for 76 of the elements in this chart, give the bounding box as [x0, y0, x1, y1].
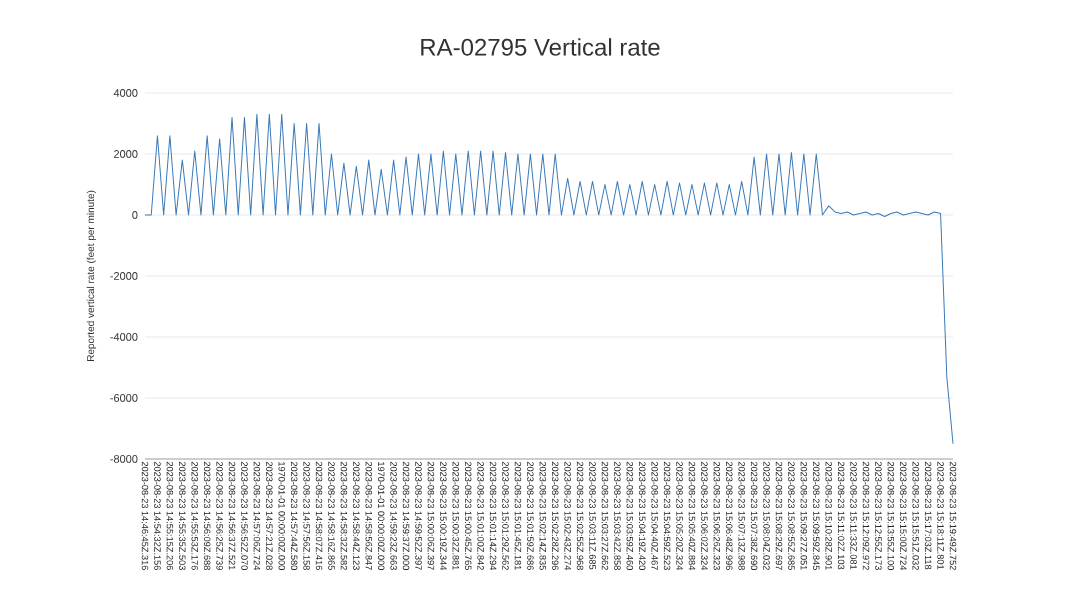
x-tick-label: 2023-08-23 15:11:33Z.081 — [850, 461, 857, 570]
x-tick-label: 2023-08-23 14:54:32Z.156 — [154, 461, 161, 570]
x-tick-label: 2023-08-23 14:57:56Z.158 — [303, 461, 310, 570]
x-tick-label: 2023-08-23 15:04:19Z.420 — [638, 461, 646, 570]
x-tick-label: 2023-08-23 15:06:26Z.323 — [713, 461, 721, 570]
x-tick-label: 2023-08-23 15:00:32Z.881 — [452, 461, 460, 570]
x-tick-label: 2023-08-23 15:00:19Z.344 — [440, 461, 447, 571]
x-tick-label: 2023-08-23 14:57:06Z.724 — [253, 461, 261, 571]
x-tick-label: 2023-08-23 15:11:02Z.103 — [837, 461, 845, 570]
x-tick-label: 2023-08-23 14:56:25Z.739 — [216, 461, 223, 570]
x-tick-label: 2023-08-23 15:17:03Z.118 — [924, 461, 932, 570]
x-tick-label: 2023-08-23 15:01:29Z.562 — [502, 461, 509, 570]
x-tick-label: 2023-08-23 15:15:51Z.032 — [912, 461, 919, 570]
y-tick-label: -8000 — [110, 455, 138, 463]
x-tick-label: 2023-08-23 15:02:14Z.835 — [539, 461, 547, 570]
x-tick-label: 2023-08-23 15:07:13Z.988 — [738, 461, 745, 570]
x-tick-label: 2023-08-23 15:06:02Z.324 — [701, 461, 708, 571]
x-tick-label: 2023-08-23 14:58:44Z.123 — [353, 461, 360, 570]
x-tick-label: 2023-08-23 15:00:06Z.397 — [427, 461, 435, 570]
x-tick-label: 2023-08-23 15:18:11Z.801 — [937, 461, 944, 570]
x-tick-label: 2023-08-23 15:09:27Z.051 — [800, 461, 808, 570]
x-tick-label: 2023-08-23 15:09:59Z.845 — [813, 461, 820, 570]
x-tick-label: 2023-08-23 14:58:56Z.847 — [365, 461, 373, 570]
line-series — [144, 113, 954, 445]
x-tick-label: 2023-08-23 15:01:59Z.686 — [527, 461, 534, 570]
x-tick-label: 2023-08-23 14:59:37Z.000 — [402, 461, 410, 570]
x-tick-label: 2023-08-23 15:08:55Z.685 — [788, 461, 795, 570]
x-tick-label: 2023-08-23 15:13:55Z.100 — [887, 461, 895, 570]
x-tick-label: 2023-08-23 14:57:21Z.028 — [266, 461, 273, 570]
x-tick-label: 2023-08-23 15:08:04Z.032 — [763, 461, 770, 570]
x-tick-label: 2023-08-23 15:04:40Z.467 — [651, 461, 658, 570]
x-tick-label: 2023-08-23 14:46:45Z.316 — [141, 461, 149, 570]
y-tick-label: 2000 — [114, 150, 138, 158]
x-tick-label: 2023-08-23 14:58:32Z.582 — [340, 461, 348, 570]
x-tick-label: 2023-08-23 14:57:44Z.580 — [290, 461, 298, 570]
x-tick-label: 1970-01-01 00:00:00Z.000 — [377, 462, 385, 570]
y-tick-label: -4000 — [110, 333, 138, 341]
x-tick-label: 2023-08-23 15:01:45Z.181 — [514, 461, 522, 570]
chart-title: RA-02795 Vertical rate — [421, 38, 660, 56]
x-tick-label: 2023-08-23 15:06:48Z.996 — [725, 461, 733, 570]
x-tick-label: 2023-08-23 14:56:52Z.070 — [241, 461, 248, 570]
x-tick-label: 2023-08-23 15:03:11Z.685 — [589, 461, 596, 570]
x-tick-label: 2023-08-23 14:55:53Z.176 — [191, 461, 198, 570]
x-tick-label: 2023-08-23 15:02:28Z.296 — [551, 461, 559, 570]
x-tick-label: 2023-08-23 15:12:55Z.173 — [875, 461, 882, 570]
x-tick-label: 2023-08-23 14:58:07Z.416 — [315, 461, 323, 570]
x-tick-label: 2023-08-23 14:56:09Z.688 — [203, 461, 211, 570]
x-tick-label: 2023-08-23 15:19:49Z.752 — [949, 461, 957, 570]
x-tick-label: 2023-08-23 15:15:00Z.724 — [900, 461, 907, 571]
y-tick-label: 4000 — [113, 89, 138, 97]
x-tick-label: 2023-08-23 15:03:42Z.858 — [614, 461, 621, 570]
x-tick-label: 2023-08-23 15:04:59Z.523 — [663, 461, 671, 570]
y-tick-label: -6000 — [110, 394, 138, 402]
x-tick-label: 2023-08-23 15:08:29Z.697 — [775, 461, 783, 570]
x-tick-label: 2023-08-23 14:58:16Z.865 — [328, 461, 335, 570]
x-tick-label: 2023-08-23 15:01:14Z.294 — [489, 461, 497, 571]
x-tick-label: 1970-01-01 00:00:00Z.000 — [278, 462, 286, 570]
x-tick-label: 2023-08-23 14:59:23Z.663 — [390, 461, 397, 570]
x-tick-label: 2023-08-23 15:12:09Z.972 — [862, 461, 870, 570]
x-tick-label: 2023-08-23 15:02:55Z.968 — [576, 461, 584, 570]
x-tick-label: 2023-08-23 14:55:35Z.503 — [179, 461, 186, 570]
y-tick-label: 0 — [132, 211, 138, 219]
x-tick-label: 2023-08-23 15:05:40Z.884 — [688, 461, 696, 571]
x-tick-label: 2023-08-23 15:03:59Z.460 — [626, 461, 634, 570]
y-tick-label: -2000 — [110, 272, 138, 280]
y-axis-title: Reported vertical rate (feet per minute) — [86, 190, 97, 362]
x-tick-label: 2023-08-23 14:56:37Z.521 — [228, 461, 236, 570]
x-tick-label: 2023-08-23 15:07:38Z.690 — [750, 461, 758, 570]
x-tick-label: 2023-08-23 15:02:43Z.274 — [564, 461, 571, 571]
x-tick-label: 2023-08-23 15:01:00Z.842 — [477, 461, 484, 570]
x-tick-label: 2023-08-23 15:05:20Z.324 — [676, 461, 683, 571]
x-tick-label: 2023-08-23 14:59:52Z.397 — [415, 461, 422, 570]
x-tick-label: 2023-08-23 15:10:28Z.901 — [825, 461, 832, 570]
x-tick-label: 2023-08-23 15:00:45Z.765 — [464, 461, 472, 570]
x-tick-label: 2023-08-23 15:03:27Z.662 — [601, 461, 609, 570]
x-tick-label: 2023-08-23 14:55:15Z.206 — [166, 461, 174, 570]
